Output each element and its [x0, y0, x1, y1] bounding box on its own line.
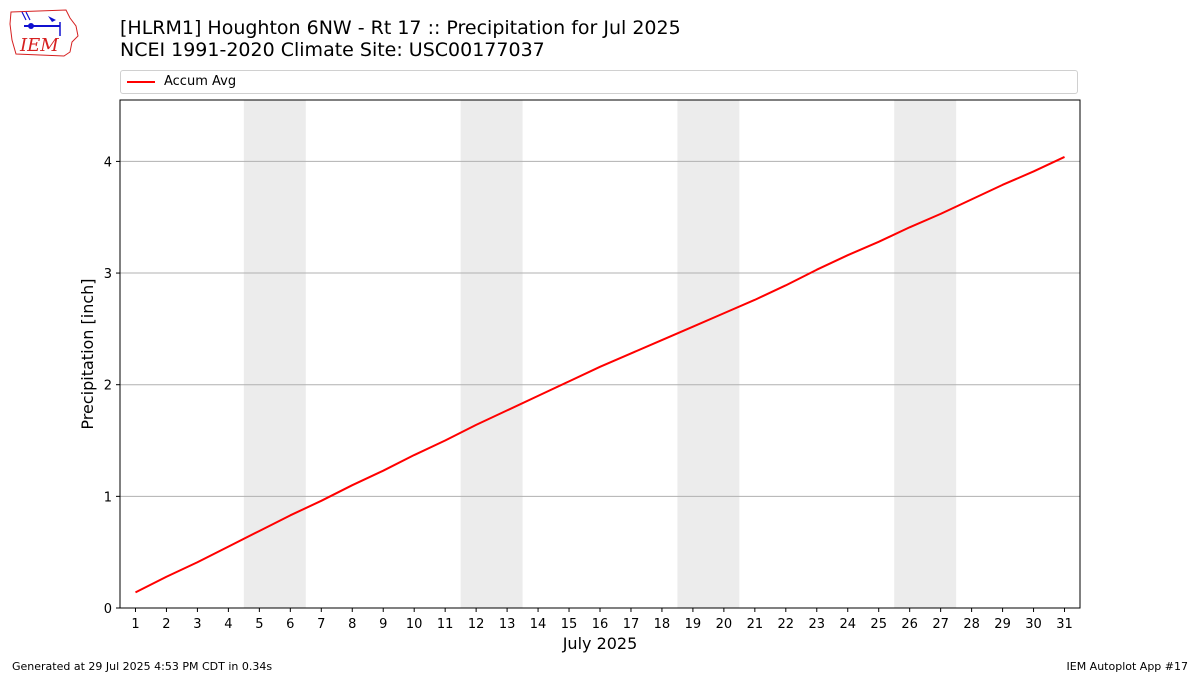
- x-tick-label-27: 27: [932, 617, 949, 632]
- x-tick-label-5: 5: [255, 617, 263, 632]
- weekend-band-3: [677, 100, 740, 608]
- x-tick-label-22: 22: [778, 617, 795, 632]
- y-tick-label-2: 2: [104, 379, 112, 394]
- y-tick-label-4: 4: [104, 155, 112, 170]
- x-tick-label-24: 24: [839, 617, 856, 632]
- y-gridlines: [120, 160, 1080, 497]
- weekend-band-2: [460, 100, 523, 608]
- x-tick-label-1: 1: [131, 617, 139, 632]
- x-tick-label-21: 21: [747, 617, 764, 632]
- x-tick-label-31: 31: [1056, 617, 1073, 632]
- y-axis: 0 1 2 3 4: [104, 155, 120, 617]
- iem-logo: IEM: [8, 6, 80, 58]
- x-tick-label-12: 12: [468, 617, 485, 632]
- app-credit: IEM Autoplot App #17: [1066, 660, 1189, 673]
- x-tick-label-26: 26: [901, 617, 918, 632]
- x-tick-label-4: 4: [224, 617, 232, 632]
- x-tick-label-25: 25: [870, 617, 887, 632]
- x-tick-label-2: 2: [162, 617, 170, 632]
- x-tick-label-20: 20: [716, 617, 733, 632]
- legend-label-accum-avg: Accum Avg: [164, 74, 237, 89]
- x-tick-label-6: 6: [286, 617, 294, 632]
- chart-legend: Accum Avg: [120, 70, 1078, 94]
- x-tick-label-11: 11: [437, 617, 454, 632]
- x-tick-label-10: 10: [406, 617, 423, 632]
- x-tick-label-16: 16: [592, 617, 609, 632]
- y-tick-label-0: 0: [104, 602, 112, 617]
- x-axis-label: July 2025: [562, 634, 638, 653]
- x-tick-label-19: 19: [685, 617, 702, 632]
- x-axis: 1 2 3 4 5 6 7 8 9 10 11 12 13 14 15 16 17 18 19 20 21 22 23 24 2…: [131, 608, 1073, 632]
- y-axis-label: Precipitation [inch]: [78, 278, 97, 429]
- x-tick-label-7: 7: [317, 617, 325, 632]
- x-tick-label-29: 29: [994, 617, 1011, 632]
- logo-text: IEM: [19, 35, 59, 56]
- title-line-2: NCEI 1991-2020 Climate Site: USC00177037: [120, 39, 545, 61]
- x-tick-label-14: 14: [530, 617, 547, 632]
- y-tick-label-1: 1: [104, 490, 112, 505]
- x-tick-label-23: 23: [809, 617, 826, 632]
- title-line-1: [HLRM1] Houghton 6NW - Rt 17 :: Precipit…: [120, 17, 681, 39]
- x-tick-label-13: 13: [499, 617, 516, 632]
- legend-swatch-accum-avg: [127, 81, 155, 83]
- chart-title: [HLRM1] Houghton 6NW - Rt 17 :: Precipit…: [120, 17, 681, 61]
- weekend-band-1: [243, 100, 306, 608]
- series-layer: [135, 156, 1065, 594]
- x-tick-label-9: 9: [379, 617, 387, 632]
- x-tick-label-8: 8: [348, 617, 356, 632]
- x-tick-label-17: 17: [623, 617, 640, 632]
- x-tick-label-30: 30: [1025, 617, 1042, 632]
- x-tick-label-15: 15: [561, 617, 578, 632]
- weekend-bands: [243, 100, 957, 608]
- x-tick-label-18: 18: [654, 617, 671, 632]
- x-tick-label-28: 28: [963, 617, 980, 632]
- weekend-band-4: [894, 100, 957, 608]
- generated-timestamp: Generated at 29 Jul 2025 4:53 PM CDT in …: [12, 660, 273, 673]
- x-tick-label-3: 3: [193, 617, 201, 632]
- y-tick-label-3: 3: [104, 267, 112, 282]
